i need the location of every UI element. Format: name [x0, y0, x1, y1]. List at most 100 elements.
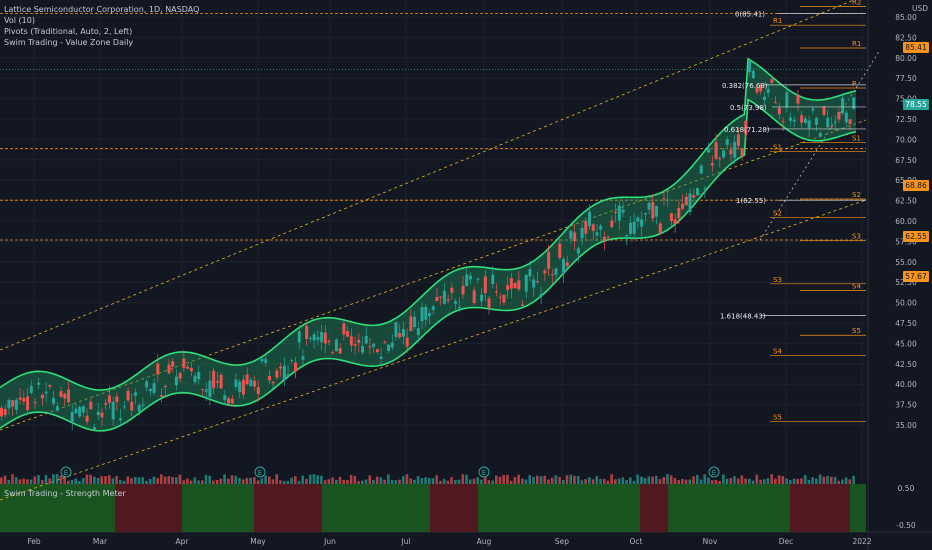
- candle-body: [141, 404, 145, 406]
- candle-body: [543, 270, 547, 274]
- strength-meter-segment: [254, 484, 322, 532]
- candle-body: [431, 306, 435, 310]
- meter-axis-label: -0.50: [896, 521, 916, 530]
- candle-body: [305, 325, 309, 339]
- price-axis-label: 37.50: [895, 401, 917, 410]
- volume-bar: [588, 477, 591, 484]
- candle-body: [11, 400, 15, 407]
- candle-body: [446, 299, 450, 301]
- volume-bar: [227, 478, 230, 484]
- candle-body: [468, 275, 472, 280]
- volume-bar: [267, 476, 271, 484]
- candle-body: [766, 88, 770, 94]
- volume-bar: [122, 480, 126, 484]
- volume-bar: [517, 474, 520, 484]
- pivots-indicator-label[interactable]: Pivots (Traditional, Auto, 2, Left): [4, 27, 133, 36]
- volume-bar: [487, 480, 491, 484]
- volume-bar: [759, 479, 762, 484]
- candle-body: [681, 203, 685, 209]
- volume-bar: [14, 477, 18, 484]
- candle-body: [703, 188, 707, 190]
- volume-bar: [22, 478, 25, 484]
- candle-body: [729, 149, 733, 155]
- candle-body: [517, 280, 521, 290]
- candle-body: [52, 398, 56, 404]
- volume-bar: [133, 477, 137, 484]
- volume-bar: [420, 478, 424, 484]
- volume-bar: [800, 478, 803, 484]
- candle-body: [573, 232, 577, 242]
- volume-bar: [628, 477, 632, 484]
- candle-body: [18, 397, 22, 400]
- volume-bar: [59, 475, 63, 484]
- volume-bar: [643, 478, 647, 484]
- volume-bar: [651, 476, 654, 484]
- volume-bar: [85, 474, 89, 484]
- candle-body: [55, 406, 59, 411]
- currency-label[interactable]: USD: [911, 4, 928, 13]
- volume-bar: [561, 479, 565, 484]
- candle-body: [606, 236, 610, 238]
- candle-body: [48, 384, 52, 387]
- volume-bar: [435, 475, 439, 484]
- volume-bar: [695, 474, 699, 484]
- volume-bar: [457, 479, 461, 484]
- symbol-title[interactable]: Lattice Semiconductor Corporation, 1D, N…: [4, 5, 200, 14]
- volume-bar: [428, 478, 431, 484]
- volume-bar: [848, 479, 852, 484]
- candle-body: [208, 380, 212, 398]
- time-axis-label: May: [250, 537, 266, 546]
- volume-bar: [796, 478, 800, 484]
- volume-bar: [346, 480, 349, 484]
- strength-meter-label[interactable]: Swim Trading - Strength Meter: [4, 489, 126, 498]
- volume-bar: [625, 480, 628, 484]
- volume-bar: [372, 479, 375, 484]
- earnings-badge: [478, 466, 490, 478]
- volume-bar: [379, 477, 383, 484]
- value-zone-band: [0, 58, 856, 431]
- volume-bar: [163, 476, 167, 484]
- candle-body: [372, 343, 376, 347]
- volume-bar: [703, 474, 707, 484]
- volume-bar: [684, 479, 688, 484]
- volume-bar: [387, 474, 390, 484]
- volume-bar: [837, 480, 840, 484]
- candle-body: [342, 323, 346, 335]
- volume-bar: [736, 478, 740, 484]
- strength-meter-segment: [182, 484, 254, 532]
- value-zone-indicator-label[interactable]: Swim Trading - Value Zone Daily: [4, 38, 134, 47]
- candle-body: [565, 262, 569, 267]
- volume-bar: [748, 478, 751, 484]
- candle-body: [643, 212, 647, 215]
- volume-bar: [576, 476, 580, 484]
- candle-body: [130, 401, 134, 411]
- candle-body: [416, 328, 420, 336]
- volume-bar: [614, 479, 617, 484]
- volume-bar: [219, 478, 223, 484]
- volume-bar: [245, 477, 249, 484]
- candle-body: [409, 316, 413, 331]
- earnings-badge-label: E: [482, 469, 486, 477]
- volume-bar: [573, 475, 576, 484]
- volume-bar: [733, 476, 736, 484]
- candle-body: [267, 375, 271, 381]
- volume-bar: [349, 474, 353, 484]
- volume-indicator-label[interactable]: Vol (10): [4, 16, 35, 25]
- candle-body: [621, 209, 625, 213]
- candle-body: [96, 411, 100, 416]
- pivot-label-right: R1: [852, 40, 861, 48]
- price-axis-label: 67.50: [895, 156, 917, 165]
- candle-body: [104, 402, 108, 405]
- pivot-label-left: S3: [773, 276, 782, 284]
- volume-bar: [197, 480, 200, 484]
- candle-body: [614, 211, 618, 213]
- candle-body: [171, 361, 175, 367]
- candle-body: [699, 165, 703, 174]
- candle-body: [63, 393, 67, 399]
- s1-price-tag: 68.86: [903, 180, 929, 191]
- candle-body: [364, 335, 368, 344]
- candle-body: [733, 141, 737, 158]
- channel-line: [0, 199, 867, 501]
- candle-body: [722, 150, 726, 158]
